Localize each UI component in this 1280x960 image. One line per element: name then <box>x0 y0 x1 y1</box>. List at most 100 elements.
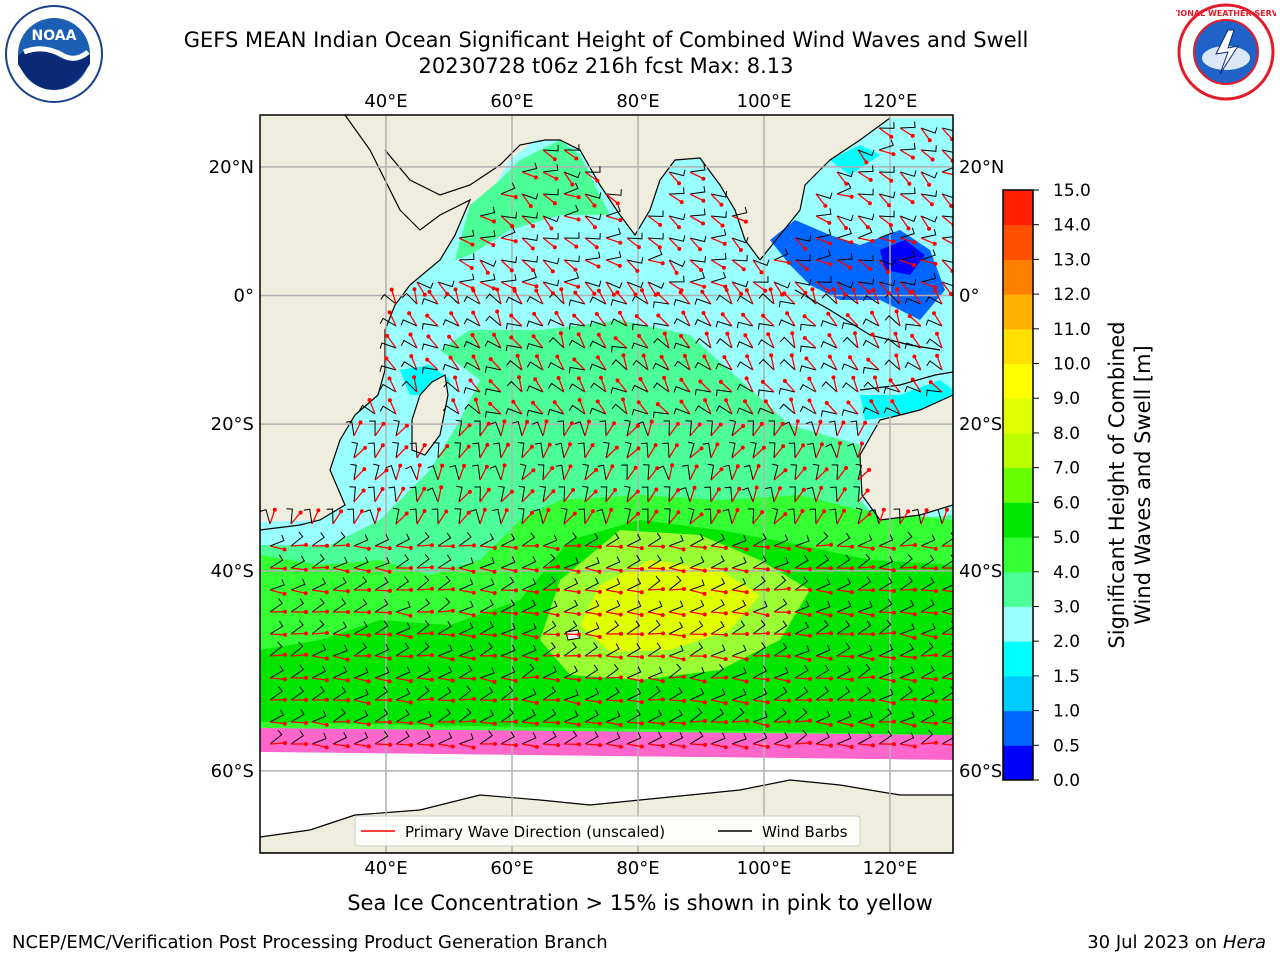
wave-direction-arrowhead <box>795 419 800 424</box>
wave-direction-arrow <box>791 355 796 371</box>
wave-direction-arrow <box>311 632 328 635</box>
wave-direction-arrow <box>706 333 712 349</box>
wave-direction-arrow <box>458 281 473 289</box>
lon-tick-label: 120°E <box>863 91 918 112</box>
wave-direction-arrow <box>269 742 286 745</box>
wave-direction-arrow <box>836 721 852 726</box>
wind-barb <box>563 665 578 679</box>
wave-direction-arrow <box>584 491 597 503</box>
wave-direction-arrow <box>500 281 515 290</box>
wave-direction-arrow <box>500 444 509 459</box>
wave-direction-arrowhead <box>807 376 812 381</box>
wave-direction-arrowhead <box>826 288 831 293</box>
wave-direction-arrowhead <box>492 591 497 595</box>
wind-barb <box>778 387 796 395</box>
wave-direction-arrow <box>657 403 670 415</box>
wave-direction-arrowhead <box>827 241 832 246</box>
wave-direction-arrow <box>573 315 586 327</box>
wave-direction-arrow <box>689 424 701 437</box>
wave-direction-arrow <box>598 334 607 349</box>
wave-direction-arrow <box>847 314 859 327</box>
wave-direction-arrow <box>668 611 684 616</box>
wave-direction-arrow <box>521 633 537 638</box>
wave-direction-arrow <box>857 193 871 204</box>
wave-direction-arrowhead <box>701 198 706 203</box>
wind-barb <box>364 509 376 525</box>
wave-direction-arrowhead <box>912 723 917 728</box>
lat-tick-label: 0° <box>959 286 979 307</box>
wind-barb <box>736 295 754 305</box>
wave-direction-arrow <box>941 509 948 525</box>
wind-barb <box>367 486 376 503</box>
wave-direction-arrow <box>752 699 768 704</box>
wave-direction-arrow <box>874 377 880 393</box>
wave-direction-arrowhead <box>804 267 809 272</box>
wind-barb <box>647 666 663 679</box>
wave-direction-arrowhead <box>384 468 389 473</box>
wind-barb <box>815 276 832 283</box>
wave-direction-arrowhead <box>679 399 684 404</box>
wind-barb <box>605 643 620 657</box>
wind-barb <box>548 336 565 349</box>
colorbar-tick-label: 11.0 <box>1053 320 1091 340</box>
colorbar-tick-label: 6.0 <box>1053 493 1080 513</box>
wind-barb <box>624 507 632 525</box>
wave-direction-arrowhead <box>849 240 854 245</box>
wave-direction-arrowhead <box>803 246 808 251</box>
wave-direction-arrow <box>668 511 679 525</box>
wind-barb <box>899 599 915 613</box>
wind-barb <box>557 420 565 437</box>
wind-barb <box>395 666 411 679</box>
wave-direction-arrow <box>374 469 387 481</box>
wind-barb <box>668 259 686 268</box>
wave-direction-arrowhead <box>568 442 572 447</box>
wave-direction-arrow <box>836 545 853 548</box>
wave-direction-arrow <box>647 237 661 248</box>
wind-barb <box>941 532 953 547</box>
wave-direction-arrow <box>878 677 894 682</box>
wave-direction-arrow <box>437 633 454 636</box>
wind-barb <box>773 575 787 591</box>
wind-barb <box>368 442 376 459</box>
wave-direction-arrow <box>773 588 789 591</box>
wave-direction-arrow <box>752 423 763 437</box>
wave-direction-arrowhead <box>831 287 836 292</box>
wave-direction-arrowhead <box>471 634 476 639</box>
wind-barb <box>752 576 766 591</box>
wave-direction-arrow <box>941 237 953 245</box>
wind-barb <box>437 280 455 288</box>
wave-direction-arrowhead <box>439 485 444 490</box>
colorbar-segment <box>1003 710 1033 746</box>
wave-direction-arrow <box>731 743 747 749</box>
wind-barb <box>542 232 559 240</box>
wind-barb <box>899 732 915 745</box>
wave-direction-arrowhead <box>702 284 707 289</box>
wind-barb <box>855 463 863 481</box>
wave-direction-arrowhead <box>891 239 896 244</box>
wind-barb <box>757 339 775 349</box>
wave-direction-arrow <box>668 588 685 591</box>
wave-direction-arrow <box>563 422 573 437</box>
wave-direction-arrow <box>930 381 943 393</box>
wave-direction-arrow <box>870 400 880 415</box>
wind-barb <box>500 226 516 239</box>
wind-barb <box>349 486 356 503</box>
wave-direction-arrowhead <box>769 353 774 358</box>
wave-direction-arrowhead <box>504 508 509 513</box>
wave-direction-arrowhead <box>552 400 557 405</box>
wave-direction-arrowhead <box>345 633 350 638</box>
wave-direction-arrow <box>269 589 285 595</box>
wave-direction-arrow <box>416 677 432 681</box>
wind-barb <box>815 578 831 591</box>
wave-direction-arrowhead <box>366 701 371 706</box>
wave-direction-arrowhead <box>387 546 392 551</box>
wind-barb <box>584 577 599 591</box>
wind-barb <box>269 665 284 679</box>
wind-barb <box>416 731 431 745</box>
wave-direction-arrowhead <box>827 220 832 225</box>
wind-barb <box>521 599 537 613</box>
wind-barb <box>626 687 642 701</box>
wind-barb <box>539 485 547 503</box>
wind-barb <box>878 227 894 239</box>
wind-barb <box>432 442 440 459</box>
